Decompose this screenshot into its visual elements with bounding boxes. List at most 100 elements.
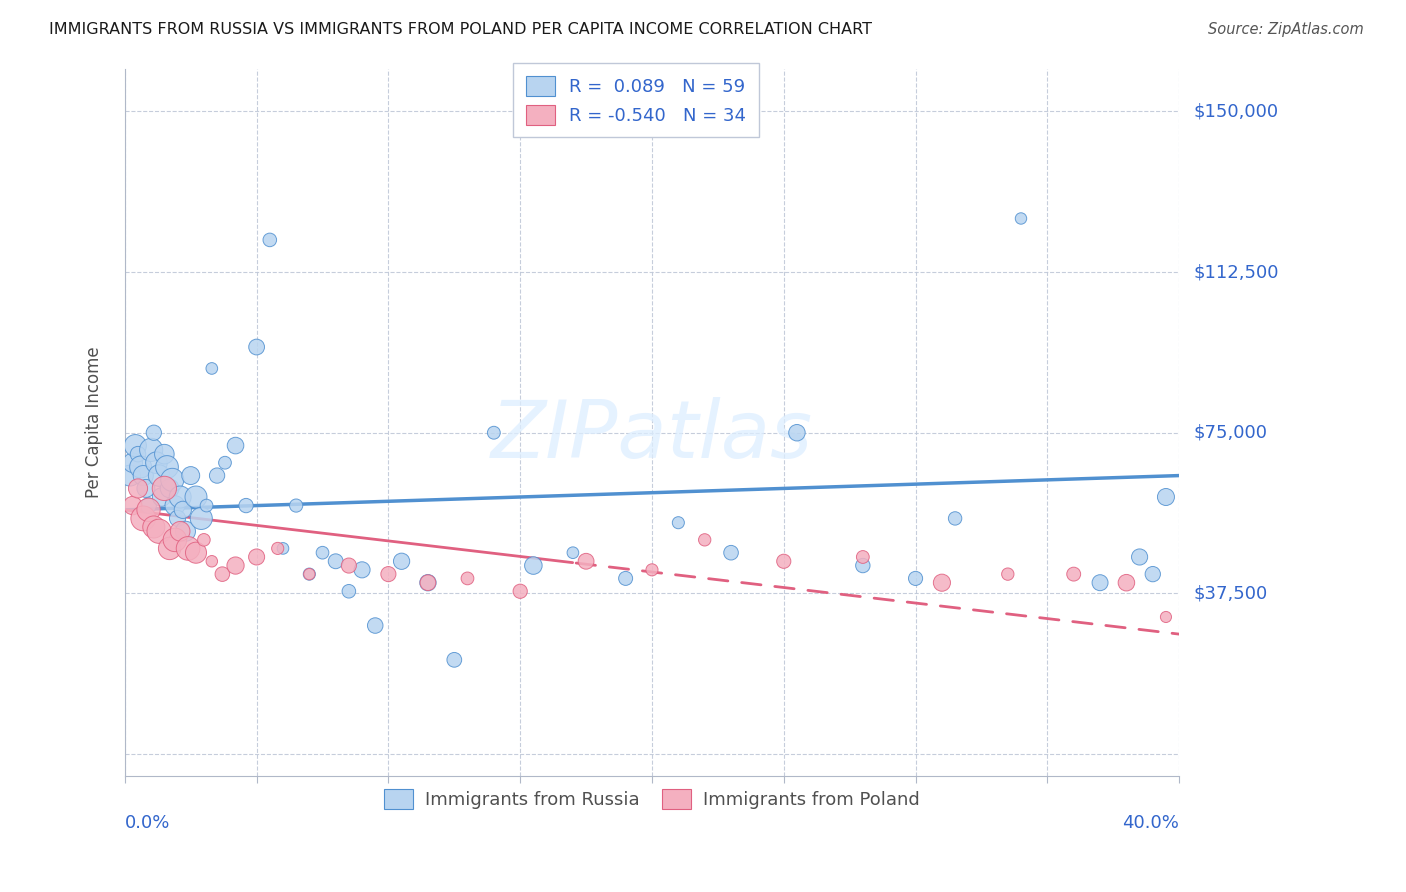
- Point: [561, 546, 583, 560]
- Point: [509, 584, 531, 599]
- Point: [141, 442, 163, 457]
- Point: [997, 567, 1019, 582]
- Point: [156, 460, 179, 475]
- Point: [325, 554, 347, 568]
- Point: [666, 516, 689, 530]
- Point: [169, 490, 191, 504]
- Point: [786, 425, 808, 440]
- Point: [225, 439, 247, 453]
- Point: [693, 533, 716, 547]
- Point: [132, 468, 155, 483]
- Point: [166, 511, 188, 525]
- Text: 40.0%: 40.0%: [1122, 814, 1180, 832]
- Point: [852, 558, 875, 573]
- Point: [285, 499, 308, 513]
- Point: [169, 524, 191, 539]
- Point: [127, 482, 149, 496]
- Point: [364, 618, 387, 632]
- Point: [193, 533, 215, 547]
- Point: [142, 425, 165, 440]
- Point: [150, 490, 173, 504]
- Point: [352, 563, 374, 577]
- Point: [271, 541, 294, 556]
- Point: [172, 503, 194, 517]
- Point: [416, 575, 439, 590]
- Text: $150,000: $150,000: [1194, 103, 1278, 120]
- Point: [138, 503, 160, 517]
- Point: [142, 520, 165, 534]
- Point: [132, 511, 155, 525]
- Point: [163, 533, 186, 547]
- Point: [195, 499, 218, 513]
- Point: [852, 549, 875, 564]
- Point: [184, 546, 207, 560]
- Point: [337, 558, 360, 573]
- Point: [456, 571, 478, 585]
- Point: [267, 541, 290, 556]
- Text: Source: ZipAtlas.com: Source: ZipAtlas.com: [1208, 22, 1364, 37]
- Y-axis label: Per Capita Income: Per Capita Income: [86, 346, 103, 498]
- Point: [138, 499, 160, 513]
- Text: IMMIGRANTS FROM RUSSIA VS IMMIGRANTS FROM POLAND PER CAPITA INCOME CORRELATION C: IMMIGRANTS FROM RUSSIA VS IMMIGRANTS FRO…: [49, 22, 872, 37]
- Text: ZIPatlas: ZIPatlas: [491, 397, 813, 475]
- Point: [1115, 575, 1137, 590]
- Point: [159, 541, 181, 556]
- Point: [121, 499, 143, 513]
- Point: [720, 546, 742, 560]
- Point: [190, 511, 212, 525]
- Point: [246, 549, 269, 564]
- Point: [1063, 567, 1085, 582]
- Point: [246, 340, 269, 354]
- Point: [575, 554, 598, 568]
- Point: [1142, 567, 1164, 582]
- Point: [1154, 490, 1177, 504]
- Point: [311, 546, 333, 560]
- Point: [337, 584, 360, 599]
- Point: [124, 439, 146, 453]
- Point: [153, 482, 176, 496]
- Point: [177, 541, 200, 556]
- Point: [772, 554, 794, 568]
- Point: [443, 653, 465, 667]
- Point: [214, 456, 236, 470]
- Point: [159, 482, 181, 496]
- Point: [120, 468, 142, 483]
- Point: [1088, 575, 1111, 590]
- Point: [391, 554, 413, 568]
- Point: [163, 499, 186, 513]
- Point: [211, 567, 233, 582]
- Point: [482, 425, 505, 440]
- Point: [129, 460, 152, 475]
- Point: [174, 524, 197, 539]
- Text: $75,000: $75,000: [1194, 424, 1267, 442]
- Point: [1129, 549, 1152, 564]
- Text: 0.0%: 0.0%: [125, 814, 170, 832]
- Point: [148, 468, 170, 483]
- Point: [931, 575, 953, 590]
- Point: [201, 361, 224, 376]
- Point: [614, 571, 637, 585]
- Point: [205, 468, 228, 483]
- Point: [904, 571, 927, 585]
- Text: $37,500: $37,500: [1194, 584, 1267, 602]
- Legend: Immigrants from Russia, Immigrants from Poland: Immigrants from Russia, Immigrants from …: [377, 781, 927, 816]
- Point: [121, 456, 143, 470]
- Point: [377, 567, 399, 582]
- Point: [259, 233, 281, 247]
- Point: [148, 524, 170, 539]
- Point: [162, 473, 184, 487]
- Point: [641, 563, 664, 577]
- Point: [1010, 211, 1032, 226]
- Text: $112,500: $112,500: [1194, 263, 1278, 281]
- Point: [145, 456, 167, 470]
- Point: [235, 499, 257, 513]
- Point: [184, 490, 207, 504]
- Point: [522, 558, 544, 573]
- Point: [135, 482, 157, 496]
- Point: [298, 567, 321, 582]
- Point: [201, 554, 224, 568]
- Point: [416, 575, 439, 590]
- Point: [298, 567, 321, 582]
- Point: [225, 558, 247, 573]
- Point: [1154, 610, 1177, 624]
